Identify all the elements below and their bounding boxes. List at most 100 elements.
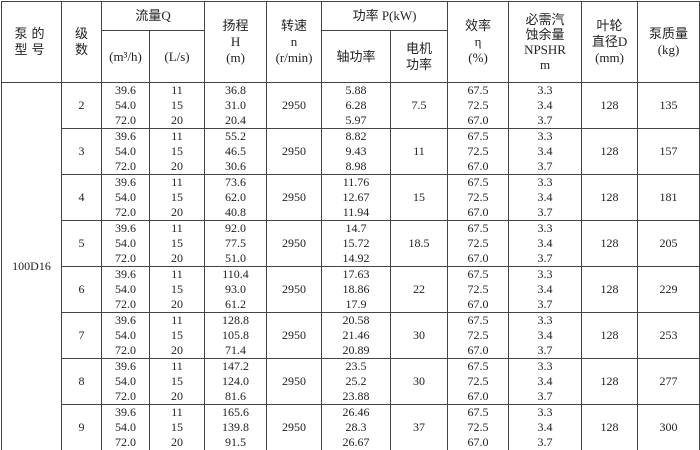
- impeller-diameter-cell: 128: [581, 82, 639, 129]
- npshr: 3.4: [537, 236, 553, 250]
- mass-cell: 277: [637, 358, 700, 405]
- mass-cell: 157: [637, 128, 700, 175]
- header-stage: 级 数: [61, 1, 102, 83]
- head-cell: 73.6 62.0 40.8: [204, 174, 268, 221]
- flow-m3h: 39.6: [115, 405, 136, 419]
- efficiency: 72.5: [467, 374, 489, 388]
- impeller-diameter-cell: 128: [581, 312, 639, 359]
- shaft-power-cell: 23.5 25.2 23.88: [321, 358, 392, 405]
- flow-m3h: 54.0: [115, 190, 136, 204]
- shaft-power: 12.67: [342, 190, 370, 204]
- efficiency: 67.5: [467, 221, 489, 235]
- efficiency: 72.5: [467, 190, 489, 204]
- flow-ls: 11: [171, 221, 183, 235]
- efficiency: 72.5: [467, 98, 489, 112]
- npshr: 3.7: [537, 159, 553, 173]
- head: 77.5: [225, 236, 247, 250]
- head-cell: 165.6 139.8 91.5: [204, 404, 268, 450]
- flow-ls: 20: [171, 113, 183, 127]
- npshr: 3.7: [537, 435, 553, 449]
- npshr: 3.7: [537, 343, 553, 357]
- efficiency: 67.0: [467, 343, 489, 357]
- header-head: 扬程 H (m): [204, 1, 268, 83]
- efficiency-cell: 67.5 72.5 67.0: [447, 220, 510, 267]
- head: 91.5: [225, 435, 247, 449]
- stage-cell: 3: [61, 128, 102, 175]
- header-power: 功率 P(kW): [321, 1, 449, 31]
- flow-m3h: 72.0: [115, 159, 136, 173]
- flow-m3h-cell: 39.6 54.0 72.0: [101, 82, 150, 129]
- header-motor-power: 电机 功率: [390, 30, 449, 83]
- impeller-diameter-cell: 128: [581, 266, 639, 313]
- shaft-power-cell: 14.7 15.72 14.92: [321, 220, 392, 267]
- flow-m3h: 39.6: [115, 83, 136, 97]
- flow-m3h: 54.0: [115, 282, 136, 296]
- head: 55.2: [225, 129, 247, 143]
- shaft-power: 17.63: [342, 267, 370, 281]
- efficiency: 67.0: [467, 297, 489, 311]
- header-speed: 转速 n (r/min): [266, 1, 323, 83]
- efficiency: 67.5: [467, 129, 489, 143]
- flow-ls: 15: [171, 328, 183, 342]
- head: 92.0: [225, 221, 247, 235]
- mass-cell: 253: [637, 312, 700, 359]
- table-row: 8 39.6 54.0 72.0 11 15 20 147.2 124.0 81.6 2950 23.…: [2, 358, 700, 405]
- efficiency-cell: 67.5 72.5 67.0: [447, 128, 510, 175]
- impeller-diameter-cell: 128: [581, 404, 639, 450]
- flow-ls-cell: 11 15 20: [148, 266, 206, 313]
- head: 165.6: [222, 405, 250, 419]
- flow-ls-cell: 11 15 20: [148, 358, 206, 405]
- motor-power-cell: 7.5: [390, 82, 449, 129]
- flow-m3h-cell: 39.6 54.0 72.0: [101, 220, 150, 267]
- efficiency: 67.5: [467, 313, 489, 327]
- npshr: 3.3: [537, 83, 553, 97]
- npshr: 3.3: [537, 221, 553, 235]
- motor-power-cell: 30: [390, 312, 449, 359]
- shaft-power: 8.98: [345, 159, 367, 173]
- npshr-cell: 3.3 3.4 3.7: [508, 220, 583, 267]
- speed-cell: 2950: [266, 128, 323, 175]
- npshr: 3.4: [537, 144, 553, 158]
- npshr-cell: 3.3 3.4 3.7: [508, 358, 583, 405]
- motor-power-cell: 15: [390, 174, 449, 221]
- npshr-cell: 3.3 3.4 3.7: [508, 404, 583, 450]
- flow-m3h: 39.6: [115, 221, 136, 235]
- table-row: 9 39.6 54.0 72.0 11 15 20 165.6 139.8 91.5 2950 26.…: [2, 404, 700, 450]
- flow-m3h: 54.0: [115, 236, 136, 250]
- motor-power-cell: 18.5: [390, 220, 449, 267]
- stage-cell: 4: [61, 174, 102, 221]
- flow-m3h: 39.6: [115, 175, 136, 189]
- flow-ls-cell: 11 15 20: [148, 82, 206, 129]
- flow-m3h: 54.0: [115, 420, 136, 434]
- npshr: 3.4: [537, 374, 553, 388]
- table-row: 7 39.6 54.0 72.0 11 15 20 128.8 105.8 71.4 2950 20.…: [2, 312, 700, 359]
- shaft-power-cell: 5.88 6.28 5.97: [321, 82, 392, 129]
- head: 71.4: [225, 343, 247, 357]
- shaft-power: 20.58: [342, 313, 370, 327]
- npshr-cell: 3.3 3.4 3.7: [508, 312, 583, 359]
- flow-ls-cell: 11 15 20: [148, 404, 206, 450]
- flow-m3h: 72.0: [115, 343, 136, 357]
- motor-power-cell: 30: [390, 358, 449, 405]
- efficiency: 67.5: [467, 359, 489, 373]
- flow-ls: 20: [171, 435, 183, 449]
- head: 61.2: [225, 297, 247, 311]
- efficiency: 67.5: [467, 83, 489, 97]
- stage-cell: 2: [61, 82, 102, 129]
- shaft-power-cell: 11.76 12.67 11.94: [321, 174, 392, 221]
- flow-ls: 11: [171, 359, 183, 373]
- flow-m3h: 72.0: [115, 389, 136, 403]
- head-cell: 36.8 31.0 20.4: [204, 82, 268, 129]
- flow-ls-cell: 11 15 20: [148, 174, 206, 221]
- shaft-power-cell: 20.58 21.46 20.89: [321, 312, 392, 359]
- npshr: 3.7: [537, 251, 553, 265]
- header-flow: 流量Q: [100, 1, 206, 31]
- impeller-diameter-cell: 128: [581, 174, 639, 221]
- shaft-power: 9.43: [345, 144, 367, 158]
- npshr: 3.4: [537, 190, 553, 204]
- efficiency: 67.0: [467, 159, 489, 173]
- head: 51.0: [225, 251, 247, 265]
- table-row: 3 39.6 54.0 72.0 11 15 20 55.2 46.5 30.6 2950 8.82 9…: [2, 128, 700, 175]
- flow-m3h-cell: 39.6 54.0 72.0: [101, 404, 150, 450]
